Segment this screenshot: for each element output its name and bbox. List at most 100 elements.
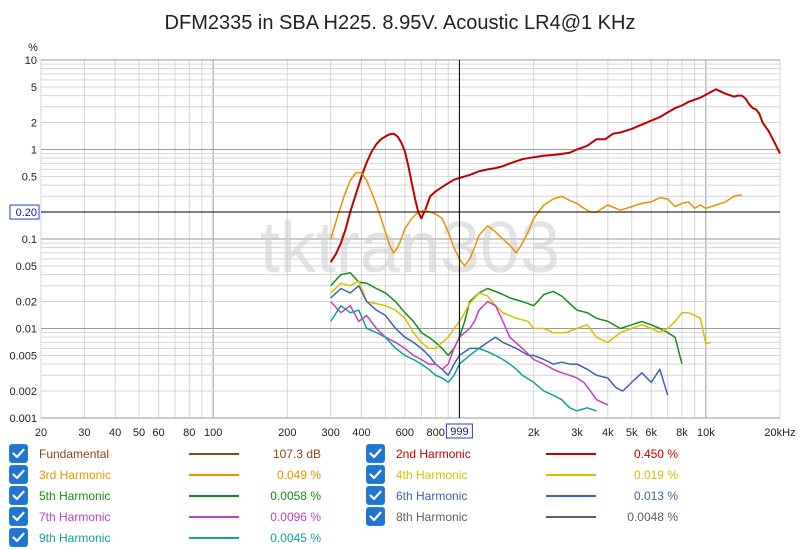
x-tick-label: 50 [133, 427, 145, 439]
legend-item-3rd-harmonic: 3rd Harmonic 0.049 % [9, 464, 339, 485]
legend-value: 0.013 % [633, 488, 678, 503]
x-tick-label: 800 [426, 427, 444, 439]
legend-value: 0.0096 % [270, 509, 321, 524]
cursor-x-readout: 999 [450, 426, 468, 438]
legend-swatch [189, 495, 239, 497]
legend-swatch [189, 537, 239, 539]
series-line-6th-harmonic [330, 285, 669, 396]
legend-label: 4th Harmonic [396, 467, 468, 482]
legend-swatch [546, 474, 596, 476]
tick-labels: 20 30 40 50 60 80 100 200 300 400 600 800 2k 3k 4k 5k 6k… [9, 55, 795, 439]
legend-swatch [546, 516, 596, 518]
distortion-chart: DFM2335 in SBA H225. 8.95V. Acoustic LR4… [9, 12, 795, 439]
x-tick-label: 6k [645, 427, 657, 439]
x-tick-label: 60 [152, 427, 164, 439]
series-line-4th-harmonic [330, 280, 712, 350]
x-tick-label: 3k [571, 427, 583, 439]
checkmark-icon [369, 490, 382, 501]
legend-item-fundamental: Fundamental 107.3 dB [9, 443, 339, 464]
y-tick-label: 0.02 [16, 297, 37, 309]
x-tick-label: 10k [697, 427, 715, 439]
legend-checkbox-7th-harmonic[interactable] [9, 507, 28, 526]
legend-item-6th-harmonic: 6th Harmonic 0.013 % [366, 485, 696, 506]
legend-item-5th-harmonic: 5th Harmonic 0.0058 % [9, 485, 339, 506]
checkmark-icon [369, 469, 382, 480]
legend-value: 0.049 % [276, 467, 321, 482]
y-tick-label: 10 [25, 55, 37, 67]
x-tick-label: 4k [602, 427, 614, 439]
y-tick-label: 0.01 [16, 324, 37, 336]
legend-value: 0.0058 % [270, 488, 321, 503]
legend-label: 2nd Harmonic [396, 446, 471, 461]
y-tick-label: 0.05 [16, 261, 37, 273]
legend-checkbox-fundamental[interactable] [9, 444, 28, 463]
x-tick-label: 100 [204, 427, 222, 439]
checkmark-icon [12, 532, 25, 543]
cursor-x-readout-box [445, 423, 473, 439]
x-tick-label: 20 [35, 427, 47, 439]
legend-value: 0.450 % [633, 446, 678, 461]
legend-swatch [546, 495, 596, 497]
x-tick-label: 30 [78, 427, 90, 439]
legend-swatch [189, 453, 239, 455]
x-tick-label: 80 [183, 427, 195, 439]
legend-swatch [546, 453, 596, 455]
legend-value: 107.3 dB [272, 446, 321, 461]
cursor-layer[interactable]: 999 0.20 [9, 60, 780, 439]
legend-label: 5th Harmonic [39, 488, 111, 503]
y-unit-label: % [28, 42, 38, 54]
x-tick-label: 300 [322, 427, 340, 439]
legend-checkbox-8th-harmonic[interactable] [366, 507, 385, 526]
series-line-7th-harmonic [330, 300, 609, 406]
y-tick-label: 0.001 [9, 413, 37, 425]
legend-checkbox-4th-harmonic[interactable] [366, 465, 385, 484]
legend-value: 0.019 % [633, 467, 678, 482]
legend-checkbox-9th-harmonic[interactable] [9, 528, 28, 547]
legend-label: 6th Harmonic [396, 488, 468, 503]
legend-label: Fundamental [39, 446, 110, 461]
legend-label: 9th Harmonic [39, 530, 111, 545]
cursor-y-readout-box [9, 204, 40, 220]
legend: Fundamental 107.3 dB 2nd Harmonic 0.450 % 3r… [0, 442, 800, 550]
y-tick-label: 0.002 [9, 386, 37, 398]
legend-checkbox-3rd-harmonic[interactable] [9, 465, 28, 484]
legend-label: 7th Harmonic [39, 509, 111, 524]
legend-checkbox-5th-harmonic[interactable] [9, 486, 28, 505]
series-line-2nd-harmonic [329, 88, 781, 263]
legend-checkbox-2nd-harmonic[interactable] [366, 444, 385, 463]
legend-item-2nd-harmonic: 2nd Harmonic 0.450 % [366, 443, 696, 464]
x-tick-label: 5k [626, 427, 638, 439]
legend-swatch [189, 474, 239, 476]
y-tick-label: 0.5 [22, 171, 37, 183]
checkmark-icon [12, 490, 25, 501]
y-tick-label: 0.1 [22, 234, 37, 246]
series-line-5th-harmonic [330, 271, 683, 365]
checkmark-icon [369, 448, 382, 459]
legend-checkbox-6th-harmonic[interactable] [366, 486, 385, 505]
x-tick-label: 8k [676, 427, 688, 439]
y-tick-label: 2 [31, 118, 37, 130]
x-tick-label: 40 [109, 427, 121, 439]
x-tick-label: 600 [396, 427, 414, 439]
checkmark-icon [12, 511, 25, 522]
legend-value: 0.0048 % [627, 509, 678, 524]
checkmark-icon [12, 448, 25, 459]
legend-item-8th-harmonic: 8th Harmonic 0.0048 % [366, 506, 696, 527]
legend-item-7th-harmonic: 7th Harmonic 0.0096 % [9, 506, 339, 527]
series-layer [329, 88, 781, 412]
legend-value: 0.0045 % [270, 530, 321, 545]
y-tick-label: 5 [31, 82, 37, 94]
chart-title: DFM2335 in SBA H225. 8.95V. Acoustic LR4… [165, 12, 636, 34]
legend-swatch [189, 516, 239, 518]
checkmark-icon [369, 511, 382, 522]
legend-label: 8th Harmonic [396, 509, 468, 524]
y-tick-label: 1 [31, 145, 37, 157]
legend-item-9th-harmonic: 9th Harmonic 0.0045 % [9, 527, 339, 548]
x-tick-label: 20kHz [764, 427, 795, 439]
checkmark-icon [12, 469, 25, 480]
y-tick-label: 0.005 [9, 350, 37, 362]
cursor-y-readout: 0.20 [16, 207, 37, 219]
series-line-3rd-harmonic [329, 171, 742, 267]
x-tick-label: 2k [528, 427, 540, 439]
legend-item-4th-harmonic: 4th Harmonic 0.019 % [366, 464, 696, 485]
